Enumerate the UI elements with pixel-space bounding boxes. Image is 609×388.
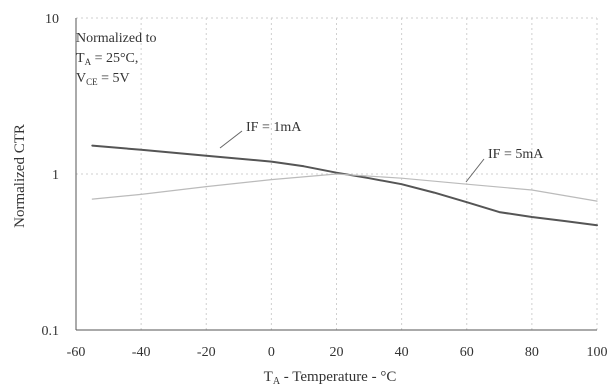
note-line-1: Normalized to xyxy=(76,31,156,46)
x-tick-label: -60 xyxy=(67,345,86,360)
note-line-2: TA = 25°C, xyxy=(76,51,138,67)
label-leader-1ma xyxy=(219,130,243,149)
axes xyxy=(75,18,597,331)
x-tick-label: 20 xyxy=(330,345,344,360)
label-leader-5ma xyxy=(465,158,485,183)
note-line-3: VCE = 5V xyxy=(76,71,130,87)
x-tick-label: 60 xyxy=(460,345,474,360)
y-tick-label: 0.1 xyxy=(42,324,60,339)
x-tick-label: 40 xyxy=(395,345,409,360)
x-tick-label: -20 xyxy=(197,345,216,360)
x-tick-label: 0 xyxy=(268,345,275,360)
x-tick-label: -40 xyxy=(132,345,151,360)
y-axis-title: Normalized CTR xyxy=(12,124,28,228)
x-tick-label: 80 xyxy=(525,345,539,360)
series-line-5ma xyxy=(91,173,598,202)
tick-labels: -60 -40 -20 0 20 40 60 80 100 10 1 0.1 xyxy=(42,12,608,360)
series-label-5ma: IF = 5mA xyxy=(488,147,544,162)
series-label-1ma: IF = 1mA xyxy=(246,120,302,135)
series-line-1ma xyxy=(91,144,598,227)
series-lines xyxy=(91,144,598,227)
normalization-note: Normalized to TA = 25°C, VCE = 5V xyxy=(76,31,156,87)
series-labels: IF = 1mA IF = 5mA xyxy=(219,120,544,183)
y-tick-label: 1 xyxy=(52,168,59,183)
x-tick-label: 100 xyxy=(587,345,608,360)
y-tick-label: 10 xyxy=(45,12,59,27)
x-axis-title: TA - Temperature - °C xyxy=(264,369,397,387)
